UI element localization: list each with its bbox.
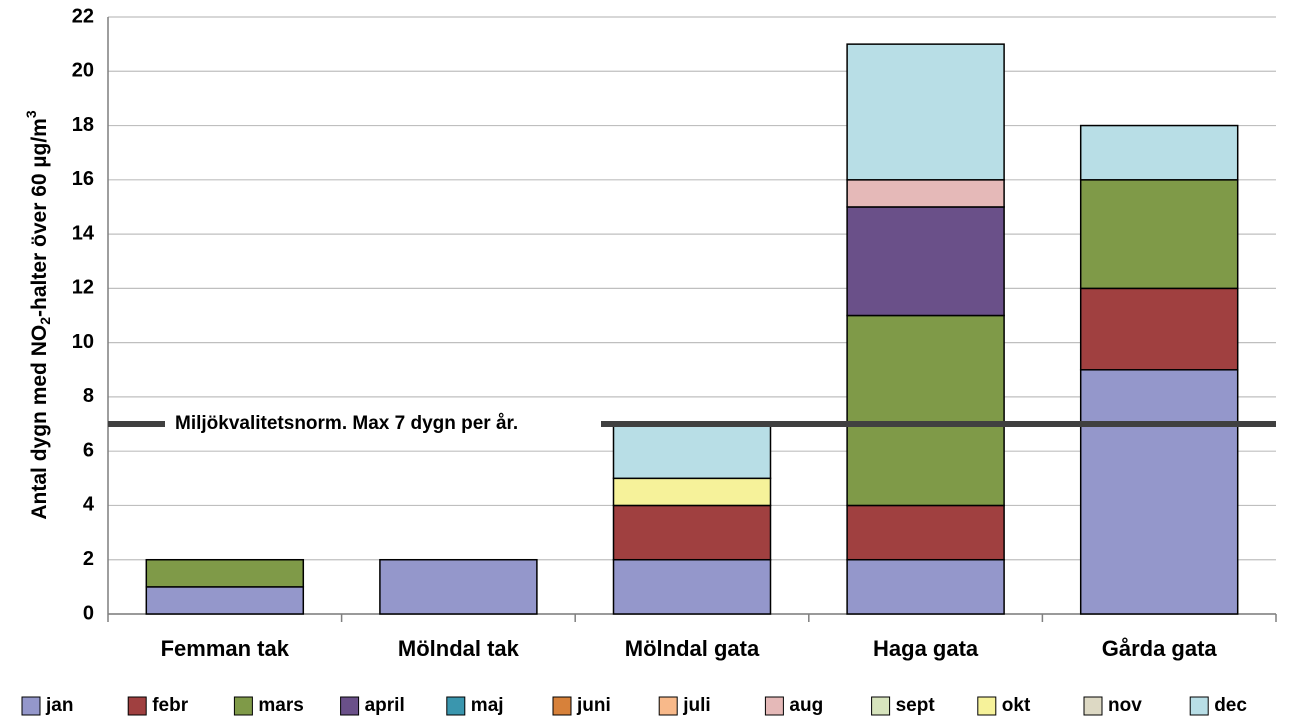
legend-swatch: [1189, 696, 1209, 716]
legend-label: juni: [576, 695, 611, 716]
y-tick-label: 10: [72, 331, 94, 353]
legend-label: dec: [1214, 695, 1247, 716]
legend-label: april: [365, 695, 405, 716]
legend-swatch: [1083, 696, 1103, 716]
y-label-sub: 2: [37, 317, 53, 325]
y-tick-label: 18: [72, 114, 94, 136]
bar-segment: [612, 558, 772, 615]
legend-swatch: [446, 696, 466, 716]
x-tick-label: Haga gata: [873, 636, 979, 661]
y-tick-label: 4: [83, 494, 95, 516]
legend-swatch: [340, 696, 360, 716]
legend-label: okt: [1002, 695, 1031, 716]
y-label-part: -halter över 60 µg/m: [28, 118, 51, 317]
bar-segment: [846, 558, 1005, 615]
y-tick-label: 22: [72, 5, 94, 27]
x-tick-label: Gårda gata: [1102, 636, 1218, 661]
legend-swatch: [21, 696, 41, 716]
legend-label: maj: [471, 695, 504, 716]
bar-segment: [612, 477, 772, 507]
legend-swatch: [127, 696, 147, 716]
legend-label: mars: [258, 695, 303, 716]
bar-segment: [1079, 179, 1239, 290]
legend-swatch: [233, 696, 253, 716]
legend-label: jan: [45, 695, 73, 716]
legend-swatch: [552, 696, 572, 716]
legend-swatch: [764, 696, 784, 716]
y-tick-label: 12: [72, 277, 94, 299]
y-tick-label: 20: [72, 60, 94, 82]
bar-segment: [1079, 124, 1239, 181]
bar-segment: [1079, 287, 1239, 371]
bar-segment: [846, 179, 1005, 208]
bar-segment: [846, 504, 1005, 561]
bar-segment: [846, 206, 1005, 317]
legend-label: aug: [789, 695, 823, 716]
y-tick-label: 14: [72, 222, 95, 244]
y-tick-label: 16: [72, 168, 94, 190]
y-tick-label: 8: [83, 385, 94, 407]
bar-segment: [612, 504, 772, 561]
x-tick-label: Mölndal tak: [398, 636, 520, 661]
bar-segment: [846, 314, 1005, 507]
y-tick-label: 0: [83, 602, 94, 624]
bar-segment: [1079, 369, 1239, 615]
legend-swatch: [658, 696, 678, 716]
legend-swatch: [871, 696, 891, 716]
bar-segment: [379, 558, 538, 615]
y-label-sup: 3: [23, 110, 39, 118]
legend-label: nov: [1108, 695, 1142, 716]
x-tick-label: Femman tak: [161, 636, 290, 661]
bar-segment: [612, 423, 772, 480]
bar-segment: [145, 558, 305, 588]
legend-label: juli: [682, 695, 710, 716]
y-axis-label: Antal dygn med NO2-halter över 60 µg/m3: [23, 110, 53, 520]
y-tick-label: 6: [83, 439, 94, 461]
y-tick-label: 2: [83, 548, 94, 570]
legend-label: febr: [152, 695, 189, 716]
y-label-part: Antal dygn med NO: [28, 325, 51, 520]
reference-label-bg: [165, 408, 601, 439]
legend-swatch: [977, 696, 997, 716]
legend-label: sept: [896, 695, 936, 716]
x-tick-label: Mölndal gata: [625, 636, 760, 661]
bar-segment: [846, 43, 1005, 181]
bar-segment: [145, 586, 305, 615]
reference-label: Miljökvalitetsnorm. Max 7 dygn per år.: [175, 413, 518, 434]
